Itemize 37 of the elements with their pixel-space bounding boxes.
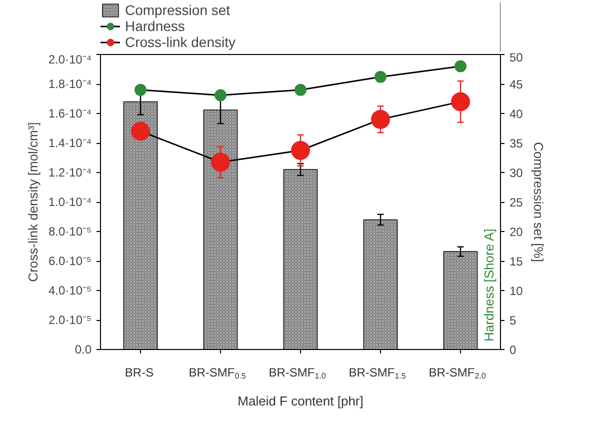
y-tick-label: 1.6·10⁻⁴ (48, 106, 92, 120)
y-axis-title: Cross-link density [mol/cm³] (25, 122, 40, 282)
point (131, 122, 150, 141)
y2-tick-label: 25 (510, 196, 524, 210)
y2-tick-label: 35 (510, 136, 524, 150)
y2-tick-label: 30 (510, 166, 524, 180)
y2-tick-label: 0 (510, 343, 516, 357)
y-tick-label: 2.0·10⁻⁴ (48, 52, 92, 66)
y-tick-label: 1.0·10⁻⁴ (48, 195, 92, 209)
y-tick-label: 2.0·10⁻⁵ (48, 313, 92, 327)
y2-tick-label: 45 (510, 78, 524, 92)
point (294, 84, 306, 96)
y-tick-label: 4.0·10⁻⁵ (48, 284, 92, 298)
y2-tick-label: 20 (510, 225, 524, 239)
y2-tick-label: 40 (510, 107, 524, 121)
x-axis-title: Maleid F content [phr] (238, 394, 364, 408)
y2-tick-label: 10 (510, 284, 524, 298)
legend-label: Hardness (125, 18, 185, 34)
y-tick-label: 0.0 (74, 342, 92, 356)
point (211, 152, 230, 172)
y2-tick-label: 50 (510, 50, 524, 64)
point (291, 140, 310, 160)
y2-tick-label: 15 (510, 254, 524, 268)
legend-label: Cross-link density (125, 34, 236, 50)
y-tick-label: 6.0·10⁻⁵ (48, 254, 92, 268)
point (371, 110, 390, 129)
legend-label: Compression set (125, 2, 230, 18)
y-tick-label: 1.2·10⁻⁴ (48, 166, 92, 180)
y2-axis-title: Compression set [%] (530, 142, 546, 262)
y-tick-label: 1.4·10⁻⁴ (48, 136, 92, 150)
y-tick-label: 8.0·10⁻⁵ (48, 224, 92, 238)
annotation: Hardness [Shore A] (482, 228, 496, 342)
y2-tick-label: 5 (510, 314, 516, 328)
x-tick-label: BR-S (124, 366, 154, 380)
point (451, 92, 470, 112)
point (134, 84, 146, 96)
y-tick-label: 1.8·10⁻⁴ (48, 77, 92, 91)
